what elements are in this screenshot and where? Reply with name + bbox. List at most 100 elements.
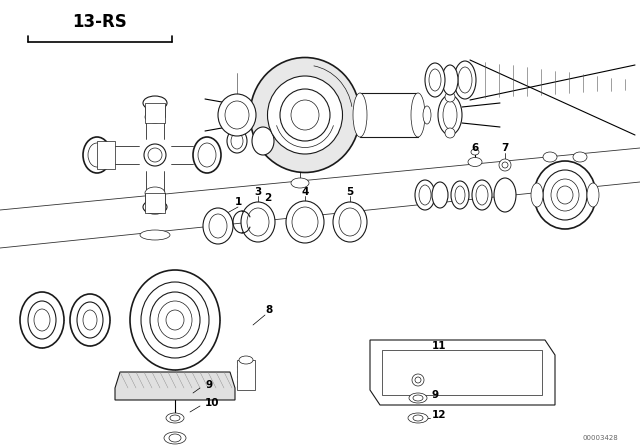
Text: 1: 1: [234, 197, 242, 207]
Ellipse shape: [247, 208, 269, 236]
Circle shape: [445, 92, 455, 102]
Circle shape: [412, 374, 424, 386]
Ellipse shape: [442, 65, 458, 95]
Ellipse shape: [423, 106, 431, 124]
Ellipse shape: [429, 69, 441, 91]
Ellipse shape: [409, 393, 427, 403]
Ellipse shape: [70, 294, 110, 346]
Text: 2: 2: [264, 193, 271, 203]
Ellipse shape: [250, 57, 360, 172]
Ellipse shape: [502, 162, 508, 168]
Ellipse shape: [419, 185, 431, 205]
Ellipse shape: [34, 309, 50, 331]
Ellipse shape: [280, 89, 330, 141]
Bar: [145, 103, 165, 123]
Ellipse shape: [231, 133, 243, 149]
Ellipse shape: [468, 158, 482, 167]
Polygon shape: [370, 340, 555, 405]
Ellipse shape: [225, 101, 249, 129]
Ellipse shape: [198, 143, 216, 167]
Ellipse shape: [543, 152, 557, 162]
Text: 12: 12: [432, 410, 447, 420]
Ellipse shape: [241, 202, 275, 242]
Ellipse shape: [292, 207, 318, 237]
Ellipse shape: [143, 200, 167, 214]
Ellipse shape: [83, 137, 111, 173]
Ellipse shape: [339, 208, 361, 236]
Ellipse shape: [130, 270, 220, 370]
Ellipse shape: [499, 159, 511, 171]
Bar: [382, 350, 542, 395]
Bar: [237, 360, 255, 390]
Ellipse shape: [333, 202, 367, 242]
Ellipse shape: [169, 434, 181, 442]
Ellipse shape: [573, 152, 587, 162]
Ellipse shape: [476, 185, 488, 205]
Ellipse shape: [543, 170, 587, 220]
Ellipse shape: [166, 310, 184, 330]
Ellipse shape: [268, 76, 342, 154]
Ellipse shape: [148, 148, 162, 162]
Text: 11: 11: [432, 341, 447, 351]
Ellipse shape: [145, 187, 165, 199]
Ellipse shape: [587, 183, 599, 207]
Ellipse shape: [227, 129, 247, 153]
Ellipse shape: [531, 183, 543, 207]
Ellipse shape: [158, 301, 192, 339]
Ellipse shape: [166, 413, 184, 423]
Ellipse shape: [353, 93, 367, 137]
Ellipse shape: [145, 111, 165, 123]
Text: 10: 10: [205, 398, 220, 408]
Ellipse shape: [144, 144, 166, 166]
Circle shape: [445, 128, 455, 138]
Ellipse shape: [472, 180, 492, 210]
Ellipse shape: [291, 100, 319, 130]
Bar: [145, 193, 165, 213]
Ellipse shape: [415, 180, 435, 210]
Ellipse shape: [209, 214, 227, 238]
Ellipse shape: [28, 301, 56, 339]
Ellipse shape: [471, 149, 479, 155]
Ellipse shape: [454, 61, 476, 99]
Ellipse shape: [413, 415, 423, 421]
Text: 8: 8: [265, 305, 272, 315]
Text: 5: 5: [346, 187, 354, 197]
Ellipse shape: [443, 101, 457, 129]
Text: 4: 4: [301, 187, 308, 197]
Text: 7: 7: [501, 143, 509, 153]
Bar: [360, 93, 418, 137]
Ellipse shape: [193, 137, 221, 173]
Ellipse shape: [411, 93, 425, 137]
Ellipse shape: [77, 302, 103, 338]
Ellipse shape: [239, 356, 253, 364]
Circle shape: [415, 377, 421, 383]
Ellipse shape: [425, 63, 445, 97]
Ellipse shape: [252, 127, 274, 155]
Ellipse shape: [286, 201, 324, 243]
Ellipse shape: [83, 310, 97, 330]
Ellipse shape: [140, 230, 170, 240]
Text: 3: 3: [254, 187, 262, 197]
Ellipse shape: [557, 186, 573, 204]
Ellipse shape: [458, 67, 472, 93]
Ellipse shape: [494, 178, 516, 212]
Ellipse shape: [455, 186, 465, 204]
Ellipse shape: [408, 413, 428, 423]
Ellipse shape: [143, 96, 167, 110]
Ellipse shape: [413, 395, 423, 401]
Text: 9: 9: [432, 390, 439, 400]
Text: 00003428: 00003428: [582, 435, 618, 441]
Bar: [97, 141, 115, 169]
Polygon shape: [115, 372, 235, 400]
Ellipse shape: [451, 181, 469, 209]
Ellipse shape: [218, 94, 256, 136]
Ellipse shape: [164, 432, 186, 444]
Ellipse shape: [438, 95, 462, 135]
Text: 9: 9: [205, 380, 212, 390]
Ellipse shape: [141, 282, 209, 358]
Ellipse shape: [20, 292, 64, 348]
Ellipse shape: [432, 182, 448, 208]
Text: 13-RS: 13-RS: [72, 13, 127, 31]
Ellipse shape: [150, 292, 200, 348]
Ellipse shape: [170, 415, 180, 421]
